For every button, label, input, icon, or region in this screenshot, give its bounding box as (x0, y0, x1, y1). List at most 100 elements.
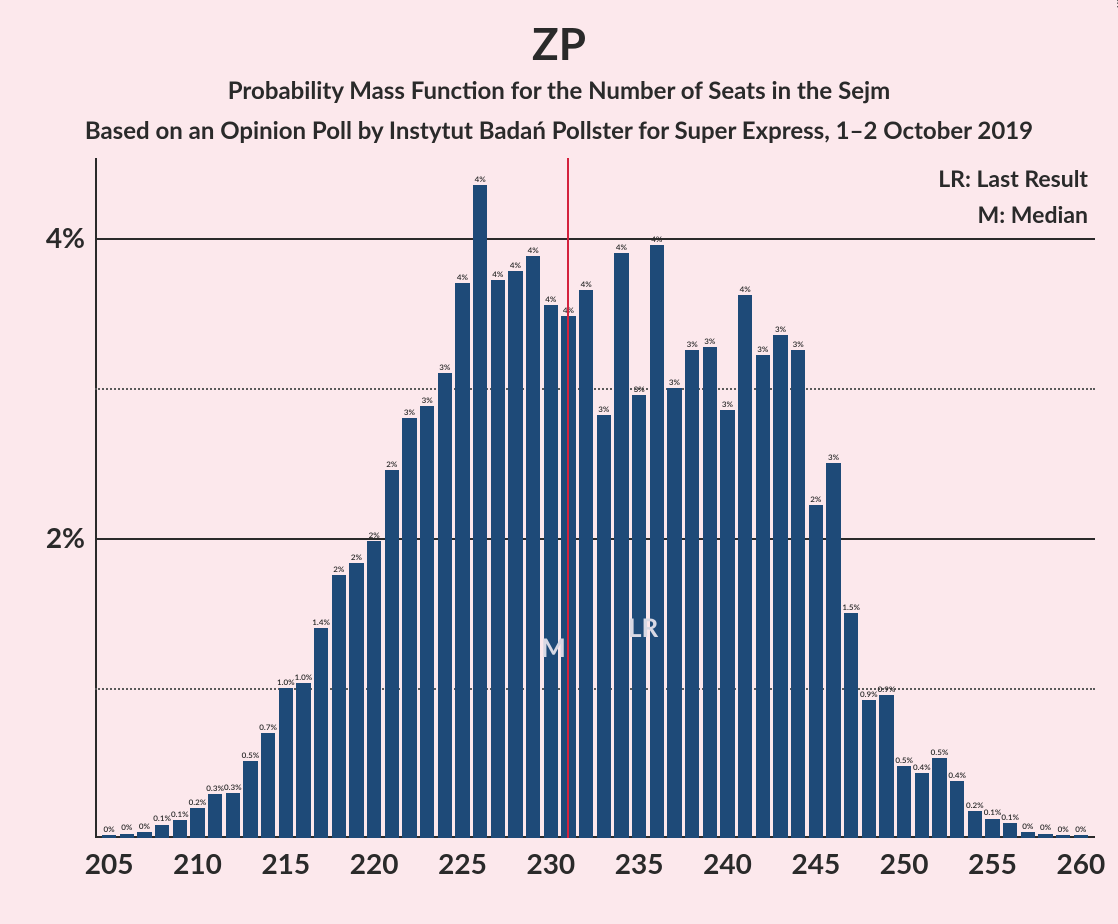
bar (597, 415, 611, 838)
bar (879, 695, 893, 838)
median-label: M (538, 631, 568, 663)
bar (1056, 835, 1070, 838)
bar (226, 793, 240, 838)
bar-value-label: 0.5% (240, 750, 260, 760)
bar (208, 794, 222, 838)
bar-value-label: 4% (541, 294, 561, 304)
bar-value-label: 2% (806, 494, 826, 504)
bar-value-label: 3% (717, 399, 737, 409)
bar (349, 563, 363, 838)
bar (897, 766, 911, 838)
bar (826, 463, 840, 838)
bar (420, 406, 434, 838)
chart-title: ZP (0, 18, 1118, 70)
bar-value-label: 4% (647, 234, 667, 244)
plot-area: 2%4%0%0%0%0.1%0.1%0.2%0.3%0.3%0.5%0.7%1.… (95, 158, 1095, 838)
bar (862, 700, 876, 838)
bar-value-label: 3% (664, 377, 684, 387)
bar (915, 773, 929, 838)
bar (738, 295, 752, 838)
bar (173, 820, 187, 838)
bar-value-label: 0.2% (187, 797, 207, 807)
bar (685, 350, 699, 838)
x-tick-label: 205 (69, 846, 149, 880)
bar-value-label: 4% (523, 245, 543, 255)
bar (137, 832, 151, 838)
gridline-minor (95, 688, 1095, 690)
bar-value-label: 4% (611, 242, 631, 252)
bar-value-label: 3% (417, 395, 437, 405)
x-tick-label: 235 (599, 846, 679, 880)
bar (614, 253, 628, 838)
bar-value-label: 4% (576, 279, 596, 289)
bar (1021, 832, 1035, 838)
bar (491, 280, 505, 838)
gridline-major (95, 238, 1095, 240)
bar (473, 185, 487, 838)
bar (985, 819, 999, 839)
bar (579, 290, 593, 838)
bar-value-label: 0.9% (876, 684, 896, 694)
bar-value-label: 3% (788, 339, 808, 349)
bar (773, 335, 787, 838)
bar (402, 418, 416, 838)
bar (844, 613, 858, 838)
x-tick-label: 210 (157, 846, 237, 880)
chart-stage: © 2019 Filip van Laenen ZP Probability M… (0, 0, 1118, 924)
bar (756, 355, 770, 838)
bar (526, 256, 540, 838)
bar (650, 245, 664, 838)
bar (261, 733, 275, 838)
bar-value-label: 2% (346, 552, 366, 562)
bar (1003, 823, 1017, 838)
x-tick-label: 230 (511, 846, 591, 880)
bar-value-label: 1.4% (311, 617, 331, 627)
y-tick-label: 4% (15, 220, 85, 254)
copyright-text: © 2019 Filip van Laenen (1114, 0, 1118, 8)
bar-value-label: 0.4% (947, 770, 967, 780)
bar-value-label: 1.5% (841, 602, 861, 612)
bar (279, 688, 293, 838)
bar-value-label: 3% (594, 404, 614, 414)
x-tick-label: 245 (776, 846, 856, 880)
y-tick-label: 2% (15, 520, 85, 554)
bar (950, 781, 964, 838)
x-tick-label: 260 (1041, 846, 1118, 880)
bar-value-label: 2% (329, 564, 349, 574)
bar-value-label: 4% (505, 260, 525, 270)
bar-value-label: 4% (470, 174, 490, 184)
bar-value-label: 3% (753, 344, 773, 354)
bar (932, 758, 946, 838)
x-tick-label: 250 (864, 846, 944, 880)
bar (809, 505, 823, 838)
bar (508, 271, 522, 838)
bar-value-label: 4% (735, 284, 755, 294)
bar-value-label: 3% (823, 452, 843, 462)
x-tick-label: 220 (334, 846, 414, 880)
bar-value-label: 0.7% (258, 722, 278, 732)
y-axis (95, 158, 97, 838)
bar-value-label: 0.5% (929, 747, 949, 757)
bar-value-label: 0.1% (170, 809, 190, 819)
bar-value-label: 2% (364, 530, 384, 540)
last-result-label: LR (619, 611, 667, 643)
bar (791, 350, 805, 838)
chart-subtitle-2: Based on an Opinion Poll by Instytut Bad… (0, 116, 1118, 145)
bar (667, 388, 681, 838)
bar (332, 575, 346, 838)
bar (455, 283, 469, 838)
bar (190, 808, 204, 838)
median-line (567, 158, 569, 838)
bar (243, 761, 257, 838)
bar-value-label: 3% (399, 407, 419, 417)
bar (296, 683, 310, 838)
x-tick-label: 240 (688, 846, 768, 880)
x-tick-label: 255 (953, 846, 1033, 880)
bar-value-label: 3% (700, 336, 720, 346)
bar (155, 825, 169, 839)
bar-value-label: 4% (452, 272, 472, 282)
bar-value-label: 4% (488, 269, 508, 279)
gridline-minor (95, 388, 1095, 390)
bar (367, 541, 381, 838)
bar-value-label: 0.4% (912, 762, 932, 772)
